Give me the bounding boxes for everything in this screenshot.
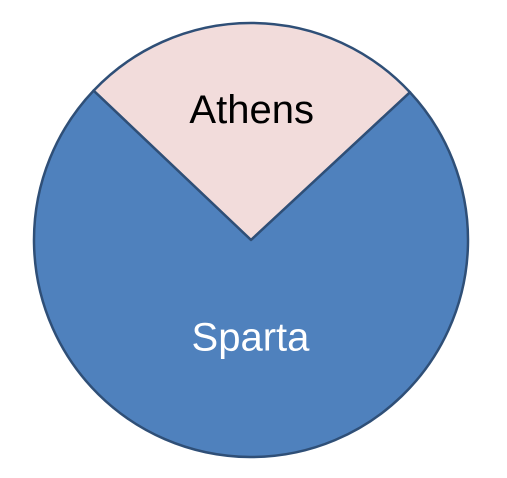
- pie-slice-athens: [92, 21, 412, 242]
- pie-slices: [32, 21, 470, 459]
- pie-slice-sparta: [32, 89, 470, 459]
- pie-label-sparta: Sparta: [192, 316, 311, 360]
- pie-labels: Athens Sparta: [189, 88, 314, 360]
- pie-label-athens: Athens: [189, 88, 314, 132]
